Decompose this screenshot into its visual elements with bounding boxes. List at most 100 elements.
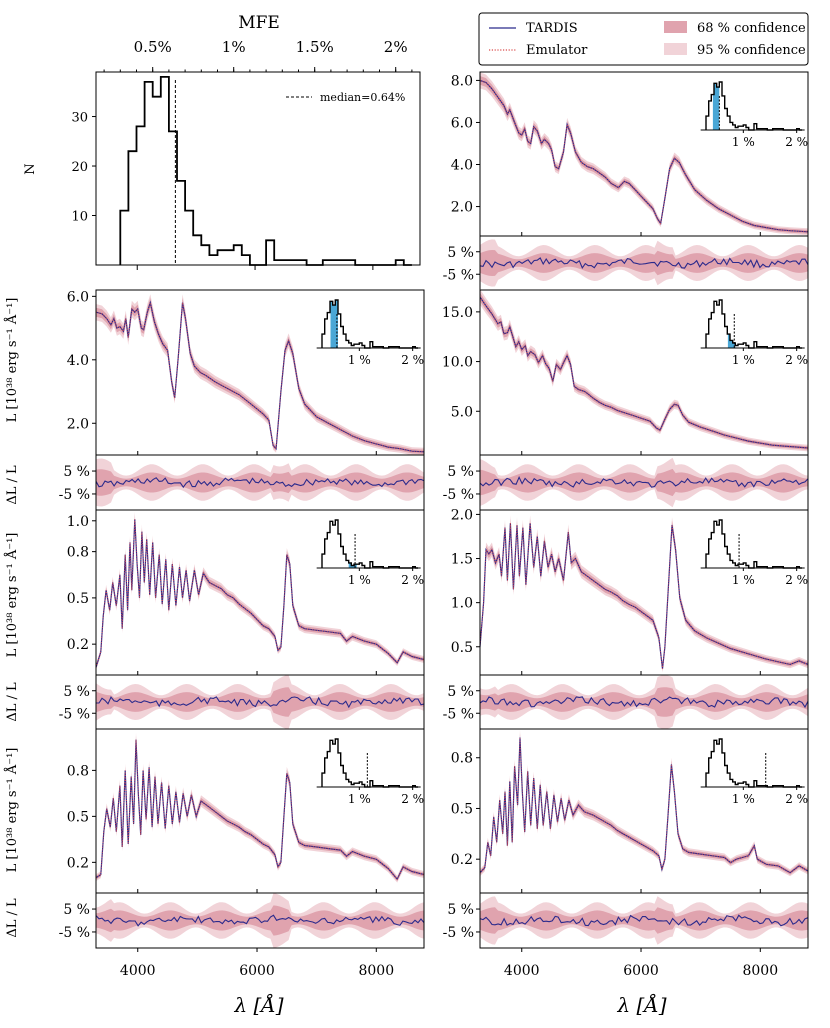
x-axis-label-right: λ [Å]	[616, 992, 666, 1017]
spectrum-y-tick-label: 15.0	[442, 305, 473, 321]
emulator-spectrum-line	[479, 79, 809, 233]
legend-95-confidence-swatch	[664, 43, 687, 55]
residual-panel-frame	[479, 892, 809, 949]
inset-x-tick-label: 2 %	[401, 353, 424, 367]
spectrum-y-tick-label: 4.0	[451, 158, 473, 174]
inset-x-tick-label: 1 %	[732, 573, 755, 587]
panel-spectrum_d: 0.2 0.5 0.8 1.0 1 % 2 %	[67, 509, 425, 676]
inset-x-tick-label: 2 %	[785, 792, 808, 806]
spectrum-y-tick-label: 1.5	[451, 552, 473, 568]
panel-spectrum_a: 2.0 4.0 6.0 8.0 1 % 2 %	[451, 71, 809, 237]
spectrum-y-tick-label: 10.0	[442, 355, 473, 371]
spectrum-y-tick-label: 1.0	[67, 514, 89, 530]
residual-line	[479, 475, 809, 488]
residual-line	[95, 477, 425, 489]
histogram-steps	[119, 76, 412, 266]
x-tick-label: 6000	[623, 963, 659, 979]
residual-panel-spectrum_g: 5 % -5 %	[443, 892, 809, 952]
spectrum-y-tick-label: 0.5	[67, 809, 89, 825]
inset-x-tick-label: 2 %	[785, 135, 808, 149]
bottom-x-tick-labels: 4000 6000 8000 4000 6000 8000	[120, 963, 778, 979]
inset-x-tick-label: 2 %	[785, 573, 808, 587]
inset-x-tick-label: 1 %	[732, 135, 755, 149]
residual-panel-spectrum_b: 5 % -5 %	[59, 454, 425, 514]
residual-y-tick-label: -5 %	[443, 706, 474, 722]
inset-histogram-steps	[705, 738, 802, 788]
residual-line	[95, 914, 425, 927]
x-axis-label-left: λ [Å]	[233, 992, 283, 1017]
y-axis-label-residual-row3: ΔL / L	[5, 898, 20, 938]
residual-y-tick-label: 5 %	[63, 464, 90, 480]
spectrum-panel-bg	[96, 510, 424, 675]
spectrum-y-tick-label: 4.0	[67, 353, 89, 369]
x-tick-label: 4000	[504, 963, 540, 979]
spectrum-y-tick-label: 6.0	[67, 289, 89, 305]
inset-x-tick-label: 1 %	[732, 792, 755, 806]
spectrum-y-tick-label: 2.0	[451, 200, 473, 216]
legend-68-confidence-swatch	[664, 21, 687, 33]
mfe-axis-title: MFE	[238, 13, 280, 33]
y-axis-label-residual-row2: ΔL / L	[5, 682, 20, 722]
spectrum-panel-bg	[96, 729, 424, 893]
residual-line	[479, 914, 809, 927]
spectrum-y-tick-label: 0.2	[67, 855, 89, 871]
x-tick-label: 6000	[239, 963, 275, 979]
residual-y-tick-label: 5 %	[447, 902, 474, 918]
residual-y-tick-label: 5 %	[63, 684, 90, 700]
residual-line	[96, 696, 425, 709]
histogram-y-tick-label: 20	[71, 160, 88, 175]
inset-x-tick-label: 1 %	[732, 353, 755, 367]
histogram-y-tick-label: 10	[71, 210, 88, 225]
spectrum-y-tick-label: 0.8	[67, 763, 89, 779]
legend-entry-label: TARDIS	[526, 21, 578, 36]
legend-entry-label: 68 % confidence	[697, 21, 806, 36]
inset-x-tick-label: 2 %	[401, 792, 424, 806]
mfe-top-tick-label: 1%	[222, 38, 246, 56]
spectrum-panels: 2.0 4.0 6.0 8.0 1 % 2 % 5 % -5 % 2.0 4.0 6.0 1 % 2 %…	[59, 71, 809, 979]
mfe-histogram-panel: median=0.64% 10 20 30 N 0.5% 1% 1.5% 2% MFE	[23, 13, 421, 270]
spectrum-y-tick-label: 8.0	[451, 73, 473, 89]
panel-spectrum_c: 5.0 10.0 15.0 1 % 2 %	[442, 289, 809, 456]
spectrum-panel-bg	[480, 729, 808, 893]
spectrum-y-tick-label: 5.0	[451, 404, 473, 420]
legend-entry-label: Emulator	[526, 43, 588, 58]
x-tick-label: 8000	[358, 963, 394, 979]
inset-x-tick-label: 2 %	[785, 353, 808, 367]
residual-line	[479, 257, 809, 270]
spectrum-panel-bg	[480, 510, 808, 675]
inset-histogram-steps	[705, 519, 802, 569]
spectrum-95-band	[480, 72, 808, 236]
legend-entry-label: 95 % confidence	[697, 43, 806, 58]
y-axis-label-luminosity-row2: L [10³⁸ erg s⁻¹ Å⁻¹]	[4, 533, 20, 658]
histogram-y-axis-label: N	[23, 163, 38, 174]
residual-line	[479, 696, 809, 709]
inset-histogram-steps	[321, 519, 418, 569]
residual-y-tick-label: -5 %	[59, 487, 90, 503]
residual-68-band	[480, 907, 808, 934]
spectrum-y-tick-label: 6.0	[451, 115, 473, 131]
inset-x-tick-label: 1 %	[348, 353, 371, 367]
spectrum-y-tick-label: 0.5	[67, 591, 89, 607]
spectrum-y-tick-label: 0.2	[67, 637, 89, 653]
median-legend-label: median=0.64%	[320, 91, 405, 104]
x-tick-label: 4000	[120, 963, 156, 979]
residual-panel-spectrum_f: 5 % -5 %	[59, 892, 425, 952]
emulator-spectrum-line	[95, 739, 425, 881]
spectrum-y-tick-label: 0.8	[67, 545, 89, 561]
residual-y-tick-label: -5 %	[443, 487, 474, 503]
emulator-spectrum-line	[479, 737, 809, 874]
residual-y-tick-label: 5 %	[63, 902, 90, 918]
inset-histogram-steps	[705, 81, 802, 131]
spectrum-y-tick-label: 0.2	[451, 852, 473, 868]
x-tick-label: 8000	[742, 963, 778, 979]
legend-frame	[478, 12, 809, 66]
residual-y-tick-label: -5 %	[443, 267, 474, 283]
residual-y-tick-label: -5 %	[59, 925, 90, 941]
spectrum-panel-bg	[480, 290, 808, 455]
y-axis-label-residual-row1: ΔL / L	[5, 465, 20, 505]
mfe-top-tick-label: 0.5%	[134, 38, 172, 56]
emulator-spectrum-line	[479, 523, 809, 669]
spectrum-y-tick-label: 1.0	[451, 596, 473, 612]
residual-panel-spectrum_a: 5 % -5 %	[443, 235, 809, 294]
